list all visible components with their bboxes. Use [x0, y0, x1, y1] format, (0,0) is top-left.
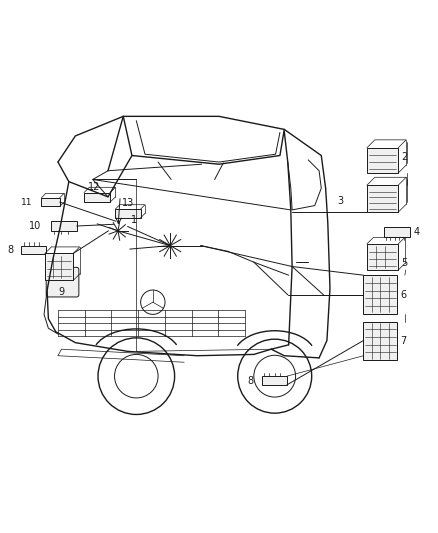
- Text: 11: 11: [21, 198, 33, 207]
- FancyBboxPatch shape: [42, 198, 60, 206]
- FancyBboxPatch shape: [364, 322, 397, 360]
- Text: 3: 3: [337, 196, 343, 206]
- Text: 8: 8: [7, 245, 14, 255]
- Text: 9: 9: [58, 287, 64, 297]
- Text: 6: 6: [400, 290, 406, 300]
- Text: 13: 13: [122, 198, 134, 208]
- FancyBboxPatch shape: [367, 148, 398, 173]
- FancyBboxPatch shape: [46, 268, 79, 297]
- Text: 7: 7: [400, 336, 406, 346]
- FancyBboxPatch shape: [261, 376, 287, 385]
- FancyBboxPatch shape: [51, 221, 77, 231]
- Text: 4: 4: [413, 227, 419, 237]
- FancyBboxPatch shape: [84, 192, 110, 202]
- FancyBboxPatch shape: [21, 246, 46, 254]
- FancyBboxPatch shape: [385, 228, 410, 237]
- FancyBboxPatch shape: [367, 244, 398, 270]
- Text: 10: 10: [29, 221, 42, 231]
- Text: 1: 1: [131, 215, 137, 225]
- FancyBboxPatch shape: [45, 254, 73, 280]
- Text: 8: 8: [248, 376, 254, 385]
- FancyBboxPatch shape: [116, 209, 141, 218]
- Text: 2: 2: [401, 152, 407, 162]
- FancyBboxPatch shape: [367, 185, 398, 212]
- FancyBboxPatch shape: [364, 275, 397, 313]
- Text: 5: 5: [401, 258, 407, 268]
- Text: 12: 12: [88, 182, 100, 192]
